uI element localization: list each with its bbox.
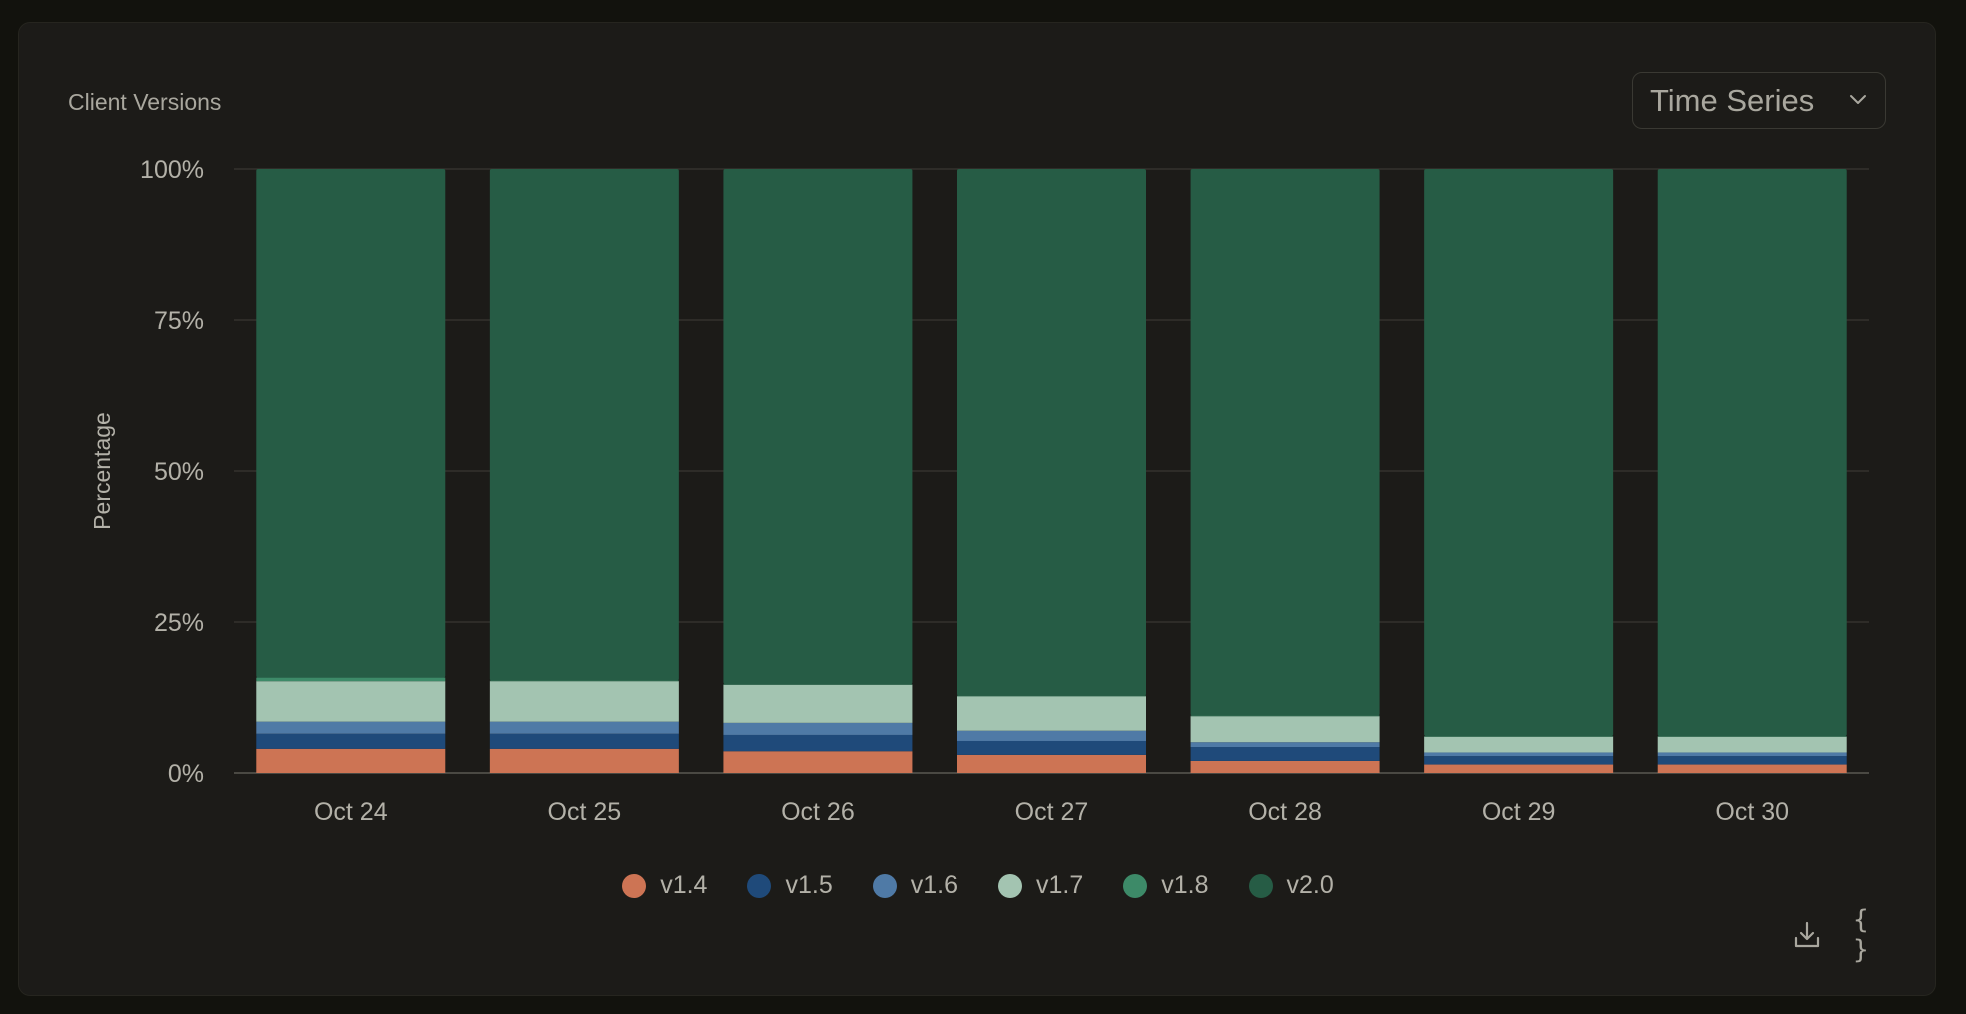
- bar-segment-v1-5-oct-30[interactable]: [1657, 756, 1847, 765]
- bar-segment-v1-4-oct-25[interactable]: [489, 748, 679, 773]
- bar-segment-v1-5-oct-27[interactable]: [957, 740, 1146, 755]
- bar-segment-v1-5-oct-24[interactable]: [256, 733, 446, 749]
- bar-segment-v1-7-oct-28[interactable]: [1190, 716, 1380, 743]
- bar-segment-v1-6-oct-29[interactable]: [1424, 752, 1614, 757]
- download-icon: [1794, 921, 1820, 948]
- bar-segment-v2-0-oct-29[interactable]: [1424, 169, 1614, 737]
- code-braces-icon: { }: [1853, 905, 1871, 965]
- legend-label: v1.7: [1036, 871, 1084, 899]
- y-tick-label: 25%: [154, 609, 204, 637]
- legend-label: v2.0: [1286, 871, 1334, 899]
- view-json-button[interactable]: { }: [1853, 905, 1889, 965]
- bar-segment-v2-0-oct-26[interactable]: [723, 169, 913, 685]
- legend-swatch: [1248, 873, 1273, 898]
- y-tick-label: 75%: [154, 307, 204, 335]
- bar-segment-v1-6-oct-24[interactable]: [256, 721, 446, 734]
- chart-mode-select[interactable]: Time Series: [1632, 72, 1886, 129]
- bar-segment-v1-8-oct-28[interactable]: [1190, 715, 1380, 717]
- client-versions-card: Client Versions Time Series 0% 25% 50% 75% 1…: [18, 22, 1936, 996]
- bar-segment-v1-4-oct-27[interactable]: [957, 754, 1146, 773]
- legend-swatch: [1123, 873, 1148, 898]
- bar-segment-v2-0-oct-24[interactable]: [256, 169, 446, 678]
- bar-segment-v1-5-oct-29[interactable]: [1424, 756, 1614, 765]
- bar-segment-v1-4-oct-30[interactable]: [1657, 764, 1847, 773]
- x-tick-label: Oct 25: [548, 798, 622, 826]
- chart-mode-selected-value: Time Series: [1650, 82, 1815, 118]
- bar-segment-v1-7-oct-30[interactable]: [1657, 736, 1847, 753]
- bar-segment-v1-5-oct-26[interactable]: [723, 734, 913, 752]
- bar-segment-v1-7-oct-29[interactable]: [1424, 736, 1614, 753]
- bar-segment-v2-0-oct-27[interactable]: [957, 169, 1146, 696]
- bar-segment-v1-7-oct-26[interactable]: [723, 684, 913, 723]
- y-axis-label: Percentage: [89, 412, 115, 530]
- x-tick-label: Oct 26: [781, 798, 855, 826]
- legend-swatch: [872, 873, 897, 898]
- legend-item-v1-7[interactable]: v1.7: [998, 871, 1083, 900]
- x-tick-label: Oct 28: [1248, 798, 1322, 826]
- bar-segment-v1-4-oct-28[interactable]: [1190, 760, 1380, 773]
- bar-segment-v1-8-oct-30[interactable]: [1657, 736, 1847, 737]
- y-tick-label: 100%: [140, 156, 204, 184]
- x-tick-label: Oct 27: [1015, 798, 1089, 826]
- bar-segment-v1-8-oct-26[interactable]: [723, 684, 913, 685]
- bar-segment-v2-0-oct-25[interactable]: [489, 169, 679, 681]
- bar-segment-v1-7-oct-25[interactable]: [489, 681, 679, 722]
- legend-swatch: [998, 873, 1022, 898]
- download-button[interactable]: [1789, 917, 1825, 953]
- y-axis-ticks: 0% 25% 50% 75% 100%: [140, 156, 204, 788]
- bar-segment-v1-8-oct-24[interactable]: [256, 677, 446, 682]
- y-tick-label: 50%: [154, 458, 204, 486]
- legend-swatch: [747, 873, 772, 898]
- legend-label: v1.8: [1161, 871, 1209, 899]
- y-tick-label: 0%: [168, 760, 204, 788]
- legend-item-v1-5[interactable]: v1.5: [747, 871, 833, 900]
- bar-segment-v1-8-oct-29[interactable]: [1424, 736, 1614, 737]
- x-tick-label: Oct 24: [314, 798, 388, 826]
- bar-segment-v2-0-oct-28[interactable]: [1190, 169, 1380, 716]
- legend-label: v1.5: [785, 871, 833, 899]
- bar-segment-v2-0-oct-30[interactable]: [1657, 169, 1847, 737]
- bar-segment-v1-7-oct-24[interactable]: [256, 681, 446, 722]
- legend-label: v1.6: [910, 871, 958, 899]
- bar-segment-v1-6-oct-26[interactable]: [723, 722, 913, 735]
- x-axis-ticks: Oct 24 Oct 25 Oct 26 Oct 27 Oct 28 Oct 29 Oct …: [314, 798, 1789, 826]
- x-tick-label: Oct 30: [1715, 798, 1789, 826]
- bar-segment-v1-5-oct-28[interactable]: [1190, 747, 1380, 761]
- bar-segment-v1-4-oct-26[interactable]: [723, 751, 913, 773]
- legend-label: v1.4: [660, 871, 708, 899]
- legend-swatch: [622, 873, 647, 898]
- bar-segment-v1-8-oct-27[interactable]: [957, 695, 1146, 697]
- bar-segment-v1-5-oct-25[interactable]: [489, 733, 679, 749]
- bars: [256, 169, 1847, 773]
- legend-item-v1-4[interactable]: v1.4: [622, 871, 707, 900]
- legend-item-v1-8[interactable]: v1.8: [1123, 871, 1209, 900]
- legend-item-v1-6[interactable]: v1.6: [872, 871, 958, 900]
- bar-segment-v1-6-oct-28[interactable]: [1190, 742, 1380, 748]
- bar-segment-v1-6-oct-30[interactable]: [1657, 752, 1847, 757]
- legend-item-v2-0[interactable]: v2.0: [1248, 871, 1334, 900]
- bar-segment-v1-4-oct-29[interactable]: [1424, 764, 1614, 773]
- chevron-down-icon: [1850, 95, 1866, 104]
- bar-segment-v1-8-oct-25[interactable]: [489, 680, 679, 682]
- bar-segment-v1-6-oct-25[interactable]: [489, 721, 679, 734]
- bar-segment-v1-6-oct-27[interactable]: [957, 730, 1146, 741]
- chart-legend: v1.4 v1.5 v1.6 v1.7 v1.8 v2.0: [19, 871, 1937, 900]
- stacked-bar-chart: 0%25%50%75%100% Percentage Oct 24 Oct 25 O…: [89, 156, 1869, 826]
- bar-segment-v1-4-oct-24[interactable]: [256, 748, 446, 773]
- bar-segment-v1-7-oct-27[interactable]: [957, 696, 1146, 731]
- x-tick-label: Oct 29: [1482, 798, 1556, 826]
- chart-title: Client Versions: [68, 89, 222, 115]
